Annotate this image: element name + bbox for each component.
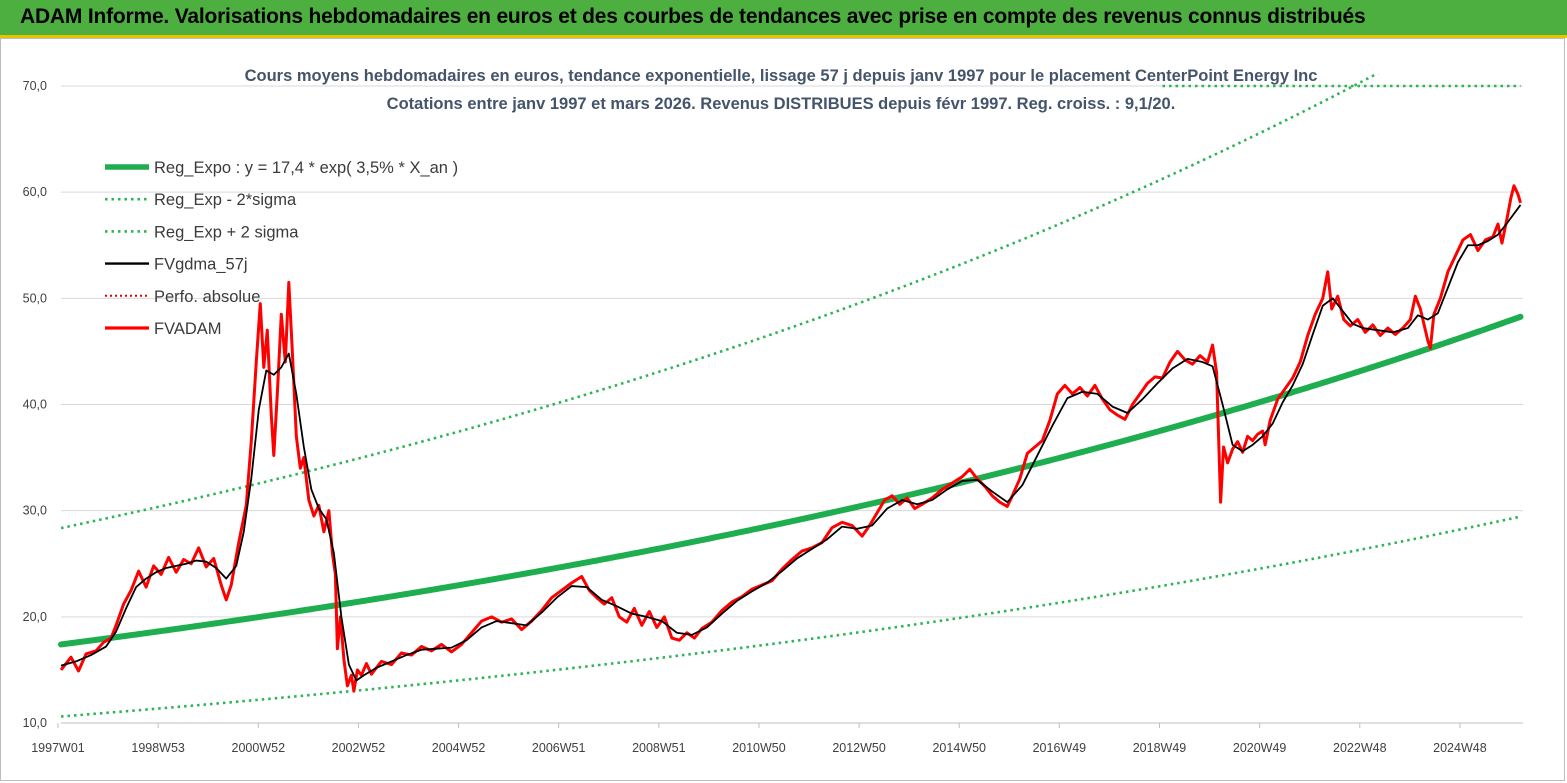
- legend-label-smooth: FVgdma_57j: [154, 256, 248, 274]
- x-tick-label: 2002W52: [332, 741, 386, 755]
- legend-label-perfo: Perfo. absolue: [154, 288, 260, 306]
- x-tick-label: 2000W52: [232, 741, 286, 755]
- y-axis-tick-labels: 70,0 60,0 50,0 40,0 30,0 20,0 10,0: [23, 79, 47, 730]
- legend-label-reg: Reg_Expo : y = 17,4 * exp( 3,5% * X_an ): [154, 159, 458, 177]
- series-fvgdma-57j: [60, 204, 1522, 682]
- legend: Reg_Expo : y = 17,4 * exp( 3,5% * X_an )…: [105, 159, 458, 338]
- y-tick-label: 30,0: [23, 504, 47, 518]
- x-tick-label: 2010W50: [732, 741, 786, 755]
- y-tick-label: 40,0: [23, 398, 47, 412]
- y-tick-label: 60,0: [23, 185, 47, 199]
- x-tick-label: 2006W51: [532, 741, 586, 755]
- chart-area: 70,0 60,0 50,0 40,0 30,0 20,0 10,0 1997W01 1998…: [0, 38, 1565, 781]
- chart-title-line-1: Cours moyens hebdomadaires en euros, ten…: [245, 67, 1318, 85]
- x-tick-label: 2014W50: [932, 741, 986, 755]
- x-tick-label: 2008W51: [632, 741, 686, 755]
- chart-svg: 70,0 60,0 50,0 40,0 30,0 20,0 10,0 1997W01 1998…: [23, 67, 1524, 755]
- header-bar: ADAM Informe. Valorisations hebdomadaire…: [0, 0, 1567, 38]
- x-tick-label: 2018W49: [1133, 741, 1187, 755]
- x-tick-label: 2016W49: [1033, 741, 1087, 755]
- legend-label-upper: Reg_Exp + 2 sigma: [154, 223, 299, 241]
- x-tick-label: 2022W48: [1333, 741, 1387, 755]
- x-tick-label: 2012W50: [832, 741, 886, 755]
- y-tick-label: 50,0: [23, 291, 47, 305]
- x-tick-label: 1998W53: [131, 741, 185, 755]
- x-tick-label: 2004W52: [432, 741, 486, 755]
- x-tick-label: 2020W49: [1233, 741, 1287, 755]
- legend-label-lower: Reg_Exp - 2*sigma: [154, 191, 297, 209]
- y-tick-label: 70,0: [23, 79, 47, 93]
- series-layer: [58, 74, 1524, 718]
- x-tick-label: 1997W01: [31, 741, 85, 755]
- chart-title-line-2: Cotations entre janv 1997 et mars 2026. …: [387, 95, 1176, 113]
- x-axis-tick-labels: 1997W01 1998W53 2000W52 2002W52 2004W52 2006W…: [31, 723, 1487, 755]
- grid-layer: [61, 85, 1523, 724]
- header-title: ADAM Informe. Valorisations hebdomadaire…: [20, 5, 1366, 28]
- series-fvadam: [59, 184, 1522, 693]
- y-tick-label: 20,0: [23, 610, 47, 624]
- series-reg-expo: [58, 313, 1524, 648]
- x-tick-label: 2024W48: [1433, 741, 1487, 755]
- legend-label-price: FVADAM: [154, 320, 222, 338]
- y-tick-label: 10,0: [23, 716, 47, 730]
